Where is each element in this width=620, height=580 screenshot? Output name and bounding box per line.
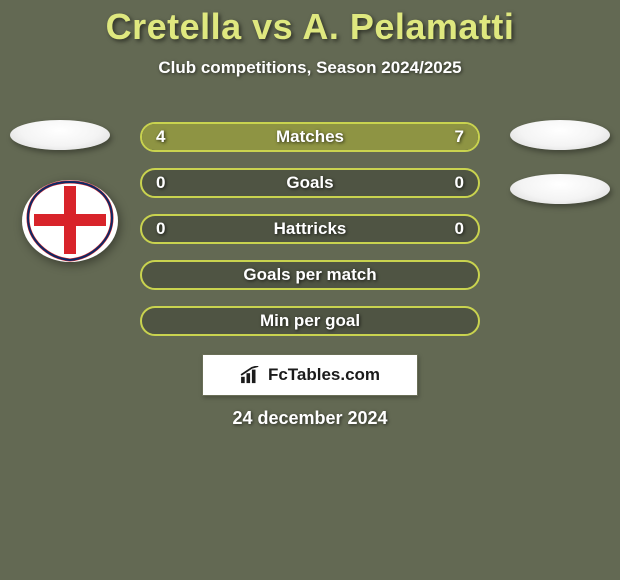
stat-bars: 47Matches00Goals00HattricksGoals per mat… [140, 122, 480, 352]
branding-box[interactable]: FcTables.com [202, 354, 418, 396]
stat-fill-right [263, 124, 478, 150]
stat-value-right: 7 [455, 124, 464, 150]
stat-value-left: 0 [156, 170, 165, 196]
stat-bar: Min per goal [140, 306, 480, 336]
left-player-flag [10, 120, 110, 150]
stat-value-left: 0 [156, 216, 165, 242]
stat-label: Hattricks [142, 216, 478, 242]
stat-label: Goals per match [142, 262, 478, 288]
right-player-flag [510, 120, 610, 150]
stat-bar: 0 0Goals [140, 168, 480, 198]
date-stamp: 24 december 2024 [0, 408, 620, 429]
stat-label: Min per goal [142, 308, 478, 334]
stat-label: Goals [142, 170, 478, 196]
stat-bar: 0 0Hattricks [140, 214, 480, 244]
stat-value-left: 4 [156, 124, 165, 150]
comparison-card: Cretella vs A. Pelamatti Club competitio… [0, 0, 620, 580]
branding-label: FcTables.com [268, 365, 380, 385]
page-subtitle: Club competitions, Season 2024/2025 [0, 58, 620, 78]
stat-value-right: 0 [455, 216, 464, 242]
page-title: Cretella vs A. Pelamatti [0, 0, 620, 48]
left-club-badge [20, 178, 120, 264]
right-player-photo [510, 174, 610, 204]
stat-bar: Goals per match [140, 260, 480, 290]
bar-chart-icon [240, 366, 262, 384]
stat-value-right: 0 [455, 170, 464, 196]
stat-bar: 47Matches [140, 122, 480, 152]
